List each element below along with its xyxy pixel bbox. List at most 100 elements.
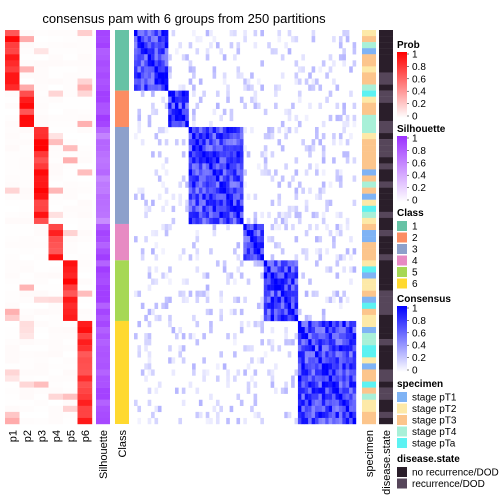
- consensus-cell: [178, 193, 183, 200]
- consensus-cell: [338, 393, 343, 400]
- consensus-cell: [345, 357, 350, 364]
- consensus-cell: [154, 54, 159, 61]
- consensus-cell: [342, 351, 346, 358]
- consensus-cell: [205, 181, 210, 188]
- prob-cell: [19, 314, 35, 322]
- prob-cell: [19, 48, 35, 55]
- consensus-cell: [345, 399, 350, 407]
- prob-cell: [34, 193, 49, 200]
- prob-cell: [77, 211, 93, 219]
- prob-cell: [77, 314, 93, 322]
- consensus-cell: [318, 339, 323, 346]
- consensus-cell: [137, 417, 142, 425]
- consensus-cell: [229, 157, 234, 164]
- prob-cell: [5, 314, 20, 322]
- prob-cell: [63, 126, 78, 134]
- consensus-cell: [287, 114, 292, 122]
- prob-cell: [19, 133, 35, 140]
- consensus-cell: [267, 169, 271, 176]
- consensus-cell: [192, 84, 196, 91]
- consensus-cell: [157, 72, 162, 79]
- consensus-cell: [236, 211, 241, 219]
- consensus-cell: [246, 345, 251, 352]
- prob-cell: [48, 236, 64, 243]
- consensus-cell: [147, 60, 152, 67]
- prob-cell: [34, 339, 49, 346]
- disease-state-cell: [379, 120, 393, 128]
- consensus-cell: [195, 169, 200, 176]
- specimen-cell: [362, 90, 376, 97]
- consensus-cell: [294, 78, 299, 85]
- consensus-cell: [270, 302, 275, 310]
- prob-cell: [48, 357, 64, 364]
- consensus-cell: [236, 369, 241, 376]
- consensus-cell: [137, 351, 142, 358]
- consensus-cell: [168, 90, 172, 97]
- prob-cell: [34, 345, 49, 352]
- prob-cell: [77, 133, 93, 140]
- consensus-cell: [198, 126, 203, 134]
- consensus-cell: [270, 327, 275, 334]
- consensus-cell: [161, 181, 165, 188]
- consensus-cell: [246, 278, 251, 285]
- consensus-cell: [280, 290, 285, 297]
- consensus-cell: [226, 157, 230, 164]
- consensus-cell: [233, 169, 237, 176]
- consensus-cell: [243, 102, 247, 109]
- consensus-cell: [304, 327, 309, 334]
- legend-swatch: [397, 221, 407, 231]
- consensus-cell: [328, 387, 333, 394]
- consensus-cell: [134, 78, 138, 85]
- consensus-cell: [260, 272, 264, 279]
- consensus-cell: [325, 405, 329, 413]
- consensus-cell: [274, 48, 278, 55]
- prob-cell: [5, 66, 20, 73]
- consensus-cell: [168, 54, 172, 61]
- consensus-cell: [178, 102, 183, 109]
- consensus-cell: [192, 175, 196, 182]
- silhouette-cell: [96, 181, 110, 188]
- consensus-cell: [198, 133, 203, 140]
- consensus-cell: [349, 339, 353, 346]
- specimen-cell: [362, 369, 376, 376]
- disease-state-cell: [379, 351, 393, 358]
- consensus-cell: [277, 272, 282, 279]
- prob-cell: [77, 72, 93, 79]
- consensus-cell: [202, 145, 206, 152]
- consensus-cell: [171, 96, 176, 103]
- consensus-cell: [304, 339, 309, 346]
- consensus-cell: [297, 417, 302, 425]
- consensus-cell: [349, 278, 353, 285]
- consensus-cell: [274, 290, 278, 297]
- consensus-cell: [274, 102, 278, 109]
- consensus-cell: [256, 254, 261, 261]
- prob-cell: [19, 375, 35, 382]
- consensus-cell: [195, 102, 200, 109]
- consensus-cell: [338, 302, 343, 310]
- consensus-cell: [215, 157, 220, 164]
- prob-cell: [48, 133, 64, 140]
- consensus-cell: [222, 78, 227, 85]
- specimen-cell: [362, 339, 376, 346]
- prob-cell: [5, 60, 20, 67]
- consensus-cell: [267, 236, 271, 243]
- prob-cell: [19, 236, 35, 243]
- consensus-cell: [332, 320, 336, 328]
- prob-cell: [48, 151, 64, 158]
- consensus-cell: [188, 290, 193, 297]
- specimen-cell: [362, 387, 376, 394]
- consensus-cell: [202, 205, 206, 213]
- consensus-cell: [321, 133, 326, 140]
- consensus-cell: [140, 72, 145, 79]
- prob-cell: [48, 42, 64, 49]
- consensus-cell: [304, 114, 309, 122]
- consensus-cell: [185, 90, 189, 97]
- legend-tick: 0.4: [412, 87, 426, 98]
- consensus-cell: [154, 133, 159, 140]
- legend-swatch: [397, 478, 407, 489]
- specimen-cell: [362, 278, 376, 285]
- consensus-cell: [304, 254, 309, 261]
- legend-tick: 0.2: [412, 183, 426, 194]
- consensus-cell: [284, 272, 288, 279]
- consensus-cell: [349, 266, 353, 273]
